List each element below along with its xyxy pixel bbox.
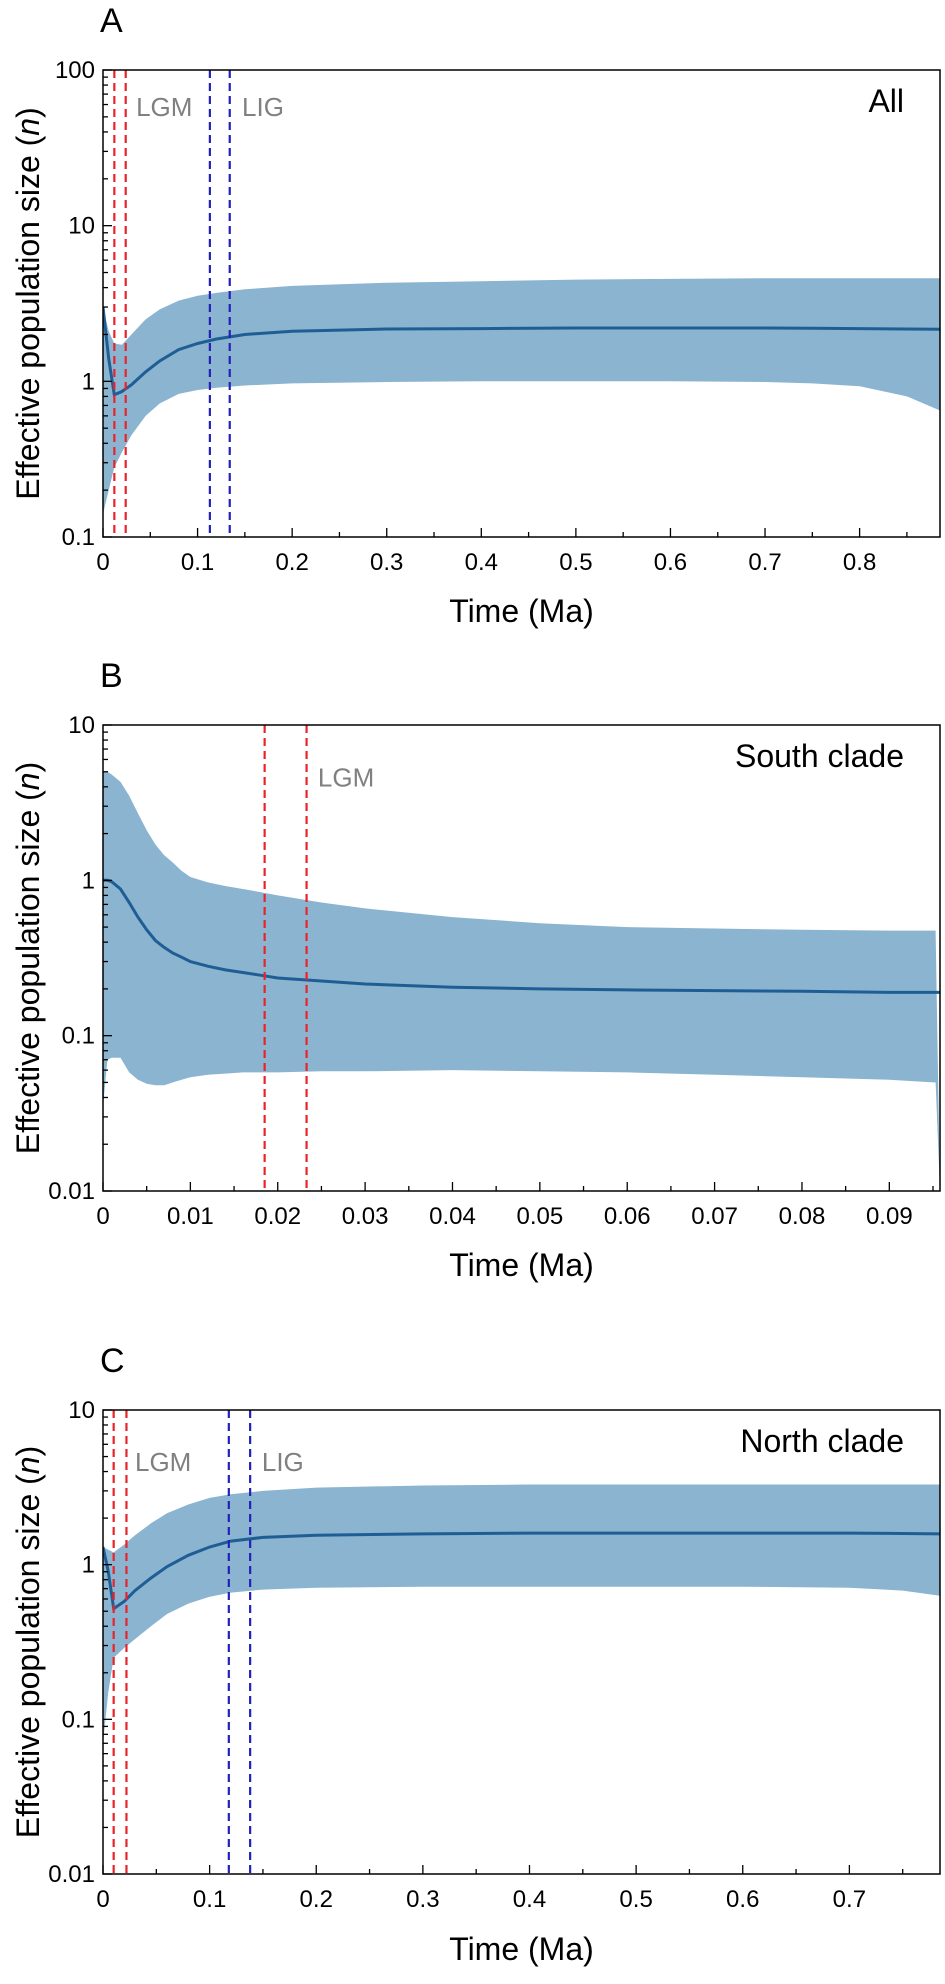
x-tick-label: 0.4 (513, 1886, 546, 1913)
plot-frame (102, 1409, 941, 1875)
panel-c: LGM LIG 0 0.1 0.2 0.3 0.4 0.5 0.6 0.7 0.01 0.1 1 10C N… (10, 1342, 941, 1967)
x-tick-label: 0.06 (604, 1203, 651, 1230)
y-axis-title-suffix: ) (10, 762, 46, 773)
plot-area (103, 70, 940, 537)
panel-title: North clade (740, 1423, 904, 1459)
y-axis-title-variable: n (10, 1456, 46, 1474)
median-line (103, 1531, 940, 1612)
x-tick-label: 0 (96, 1886, 109, 1913)
y-axis-title-suffix: ) (10, 1446, 46, 1457)
x-tick-label: 0.3 (370, 549, 403, 576)
x-tick-label: 0.03 (342, 1203, 389, 1230)
y-axis-title: Effective population size (n) (10, 1446, 46, 1839)
y-tick-label: 0.01 (48, 1861, 95, 1888)
y-tick-label: 0.1 (62, 1023, 95, 1050)
y-axis-title-prefix: Effective population size ( (10, 1474, 46, 1838)
period-label-lgm: LGM (318, 762, 374, 792)
x-tick-label: 0.07 (691, 1203, 738, 1230)
median-line (103, 878, 940, 994)
x-tick-label: 0.8 (843, 549, 876, 576)
x-tick-label: 0.7 (833, 1886, 866, 1913)
period-label-lig: LIG (262, 1447, 304, 1477)
x-tick-label: 0.04 (429, 1203, 476, 1230)
x-axis-title: Time (Ma) (449, 1247, 594, 1283)
x-tick-label: 0.01 (167, 1203, 214, 1230)
x-tick-label: 0.3 (406, 1886, 439, 1913)
confidence-band (103, 1484, 940, 1744)
period-label-lig: LIG (242, 92, 284, 122)
confidence-band (103, 278, 940, 515)
y-tick-label: 10 (68, 712, 95, 739)
plot-frame (102, 69, 941, 538)
y-tick-label: 10 (68, 213, 95, 240)
x-tick-label: 0.4 (465, 549, 498, 576)
y-tick-label: 10 (68, 1397, 95, 1424)
x-axis-title: Time (Ma) (449, 1931, 594, 1967)
panel-letter: A (100, 2, 123, 40)
x-tick-label: 0.6 (654, 549, 687, 576)
y-tick-label: 0.1 (62, 524, 95, 551)
plot-frame (102, 724, 941, 1192)
x-tick-label: 0.02 (254, 1203, 301, 1230)
period-label-lgm: LGM (136, 92, 192, 122)
confidence-band (103, 771, 940, 1191)
x-tick-label: 0.08 (779, 1203, 826, 1230)
y-axis-title: Effective population size (n) (10, 107, 46, 500)
y-axis-title-variable: n (10, 118, 46, 136)
x-tick-label: 0 (96, 549, 109, 576)
x-tick-label: 0 (96, 1203, 109, 1230)
y-axis-title-prefix: Effective population size ( (10, 790, 46, 1154)
panel-letter: C (100, 1342, 125, 1380)
y-tick-label: 0.1 (62, 1706, 95, 1733)
panel-title: All (868, 83, 904, 119)
y-axis-title-prefix: Effective population size ( (10, 135, 46, 499)
y-tick-label: 1 (82, 867, 95, 894)
x-tick-label: 0.5 (559, 549, 592, 576)
plot-area (103, 1410, 940, 1874)
y-tick-label: 1 (82, 1552, 95, 1579)
period-label-lgm: LGM (135, 1447, 191, 1477)
x-tick-label: 0.09 (866, 1203, 913, 1230)
y-axis-title: Effective population size (n) (10, 762, 46, 1155)
panel-letter: B (100, 657, 123, 695)
x-tick-label: 0.2 (275, 549, 308, 576)
x-tick-label: 0.1 (193, 1886, 226, 1913)
x-axis-title: Time (Ma) (449, 593, 594, 629)
y-axis-title-suffix: ) (10, 107, 46, 118)
x-tick-label: 0.7 (748, 549, 781, 576)
y-tick-label: 100 (55, 57, 95, 84)
x-tick-label: 0.2 (300, 1886, 333, 1913)
x-tick-label: 0.5 (619, 1886, 652, 1913)
panel-title: South clade (735, 738, 904, 774)
y-tick-label: 1 (82, 368, 95, 395)
plot-area (103, 725, 940, 1191)
x-tick-label: 0.1 (181, 549, 214, 576)
x-tick-label: 0.05 (516, 1203, 563, 1230)
x-tick-label: 0.6 (726, 1886, 759, 1913)
y-axis-title-variable: n (10, 772, 46, 790)
y-tick-label: 0.01 (48, 1178, 95, 1205)
